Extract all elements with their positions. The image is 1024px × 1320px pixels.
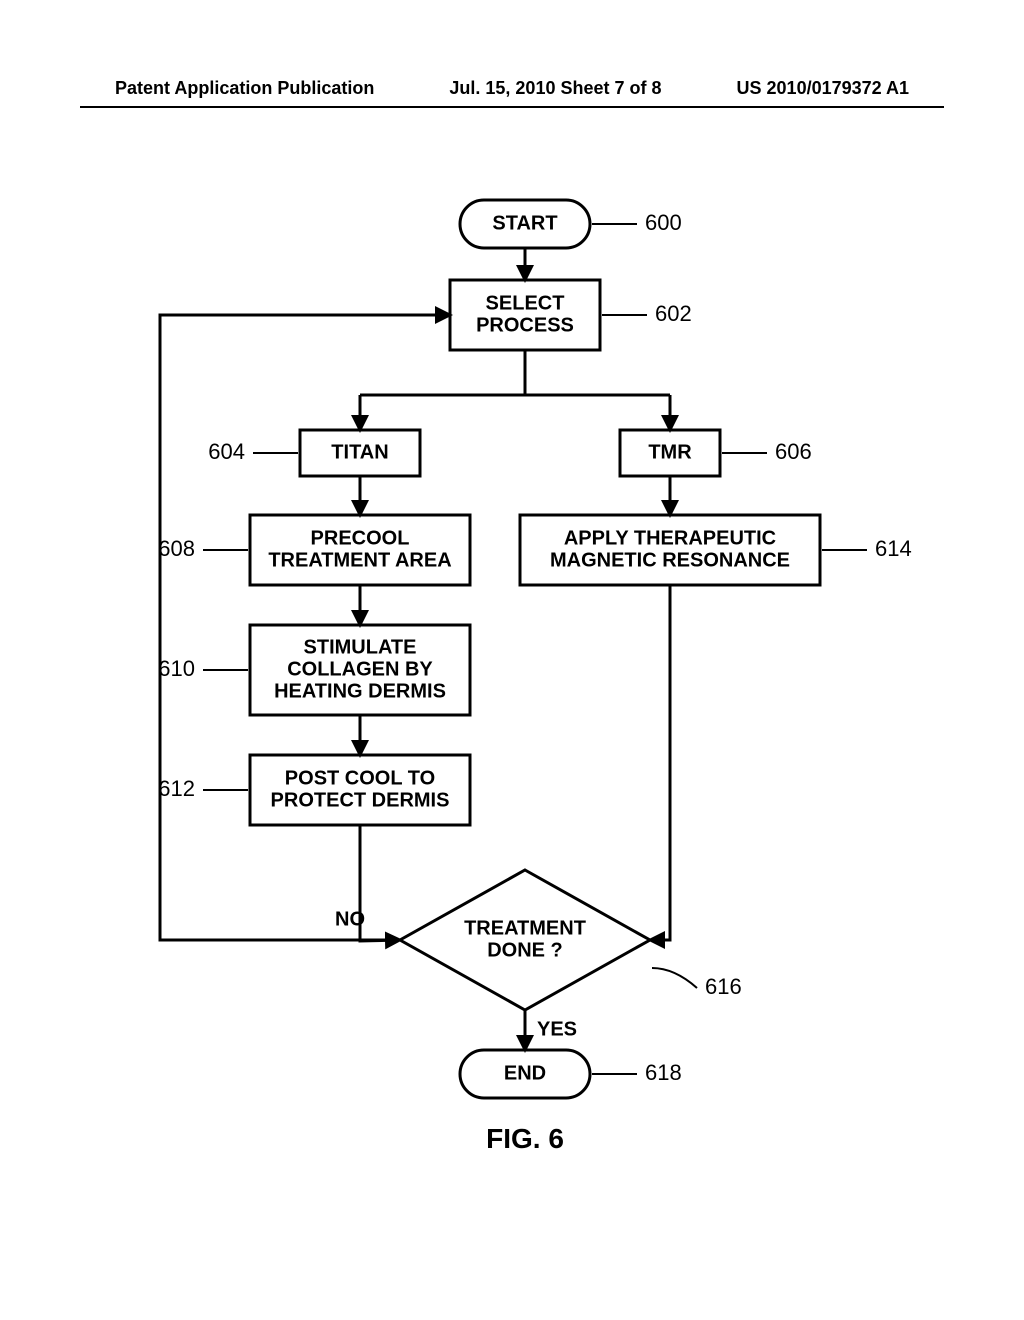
svg-text:DONE ?: DONE ?	[487, 939, 563, 961]
svg-text:618: 618	[645, 1060, 682, 1085]
header-right: US 2010/0179372 A1	[737, 78, 909, 99]
svg-text:606: 606	[775, 439, 812, 464]
svg-text:STIMULATE: STIMULATE	[304, 636, 417, 658]
svg-text:602: 602	[655, 301, 692, 326]
svg-text:610: 610	[158, 656, 195, 681]
svg-text:616: 616	[705, 974, 742, 999]
svg-text:TREATMENT AREA: TREATMENT AREA	[268, 549, 451, 571]
svg-text:SELECT: SELECT	[486, 292, 565, 314]
svg-text:612: 612	[158, 776, 195, 801]
header-left: Patent Application Publication	[115, 78, 374, 99]
svg-text:TMR: TMR	[648, 441, 692, 463]
svg-text:APPLY THERAPEUTIC: APPLY THERAPEUTIC	[564, 527, 776, 549]
header-center: Jul. 15, 2010 Sheet 7 of 8	[449, 78, 661, 99]
svg-text:END: END	[504, 1062, 546, 1084]
svg-text:FIG. 6: FIG. 6	[486, 1123, 564, 1154]
svg-text:TITAN: TITAN	[331, 441, 388, 463]
svg-text:HEATING DERMIS: HEATING DERMIS	[274, 680, 446, 702]
svg-text:600: 600	[645, 210, 682, 235]
header-rule	[80, 106, 944, 108]
svg-text:NO: NO	[335, 908, 365, 930]
svg-text:PROCESS: PROCESS	[476, 314, 574, 336]
svg-text:PROTECT DERMIS: PROTECT DERMIS	[271, 789, 450, 811]
svg-text:TREATMENT: TREATMENT	[464, 917, 586, 939]
page-header: Patent Application Publication Jul. 15, …	[0, 78, 1024, 99]
svg-text:MAGNETIC RESONANCE: MAGNETIC RESONANCE	[550, 549, 790, 571]
svg-text:POST COOL TO: POST COOL TO	[285, 767, 435, 789]
svg-text:YES: YES	[537, 1018, 577, 1040]
figure-area: START 600 SELECTPROCESS 602 TITAN 604 TMR 606 PR…	[0, 170, 1024, 1270]
svg-text:PRECOOL: PRECOOL	[311, 527, 410, 549]
svg-text:604: 604	[208, 439, 245, 464]
svg-text:COLLAGEN BY: COLLAGEN BY	[287, 658, 433, 680]
svg-text:START: START	[492, 212, 557, 234]
svg-text:608: 608	[158, 536, 195, 561]
svg-text:614: 614	[875, 536, 912, 561]
page: Patent Application Publication Jul. 15, …	[0, 0, 1024, 1320]
flowchart-svg: START 600 SELECTPROCESS 602 TITAN 604 TMR 606 PR…	[0, 170, 1024, 1270]
